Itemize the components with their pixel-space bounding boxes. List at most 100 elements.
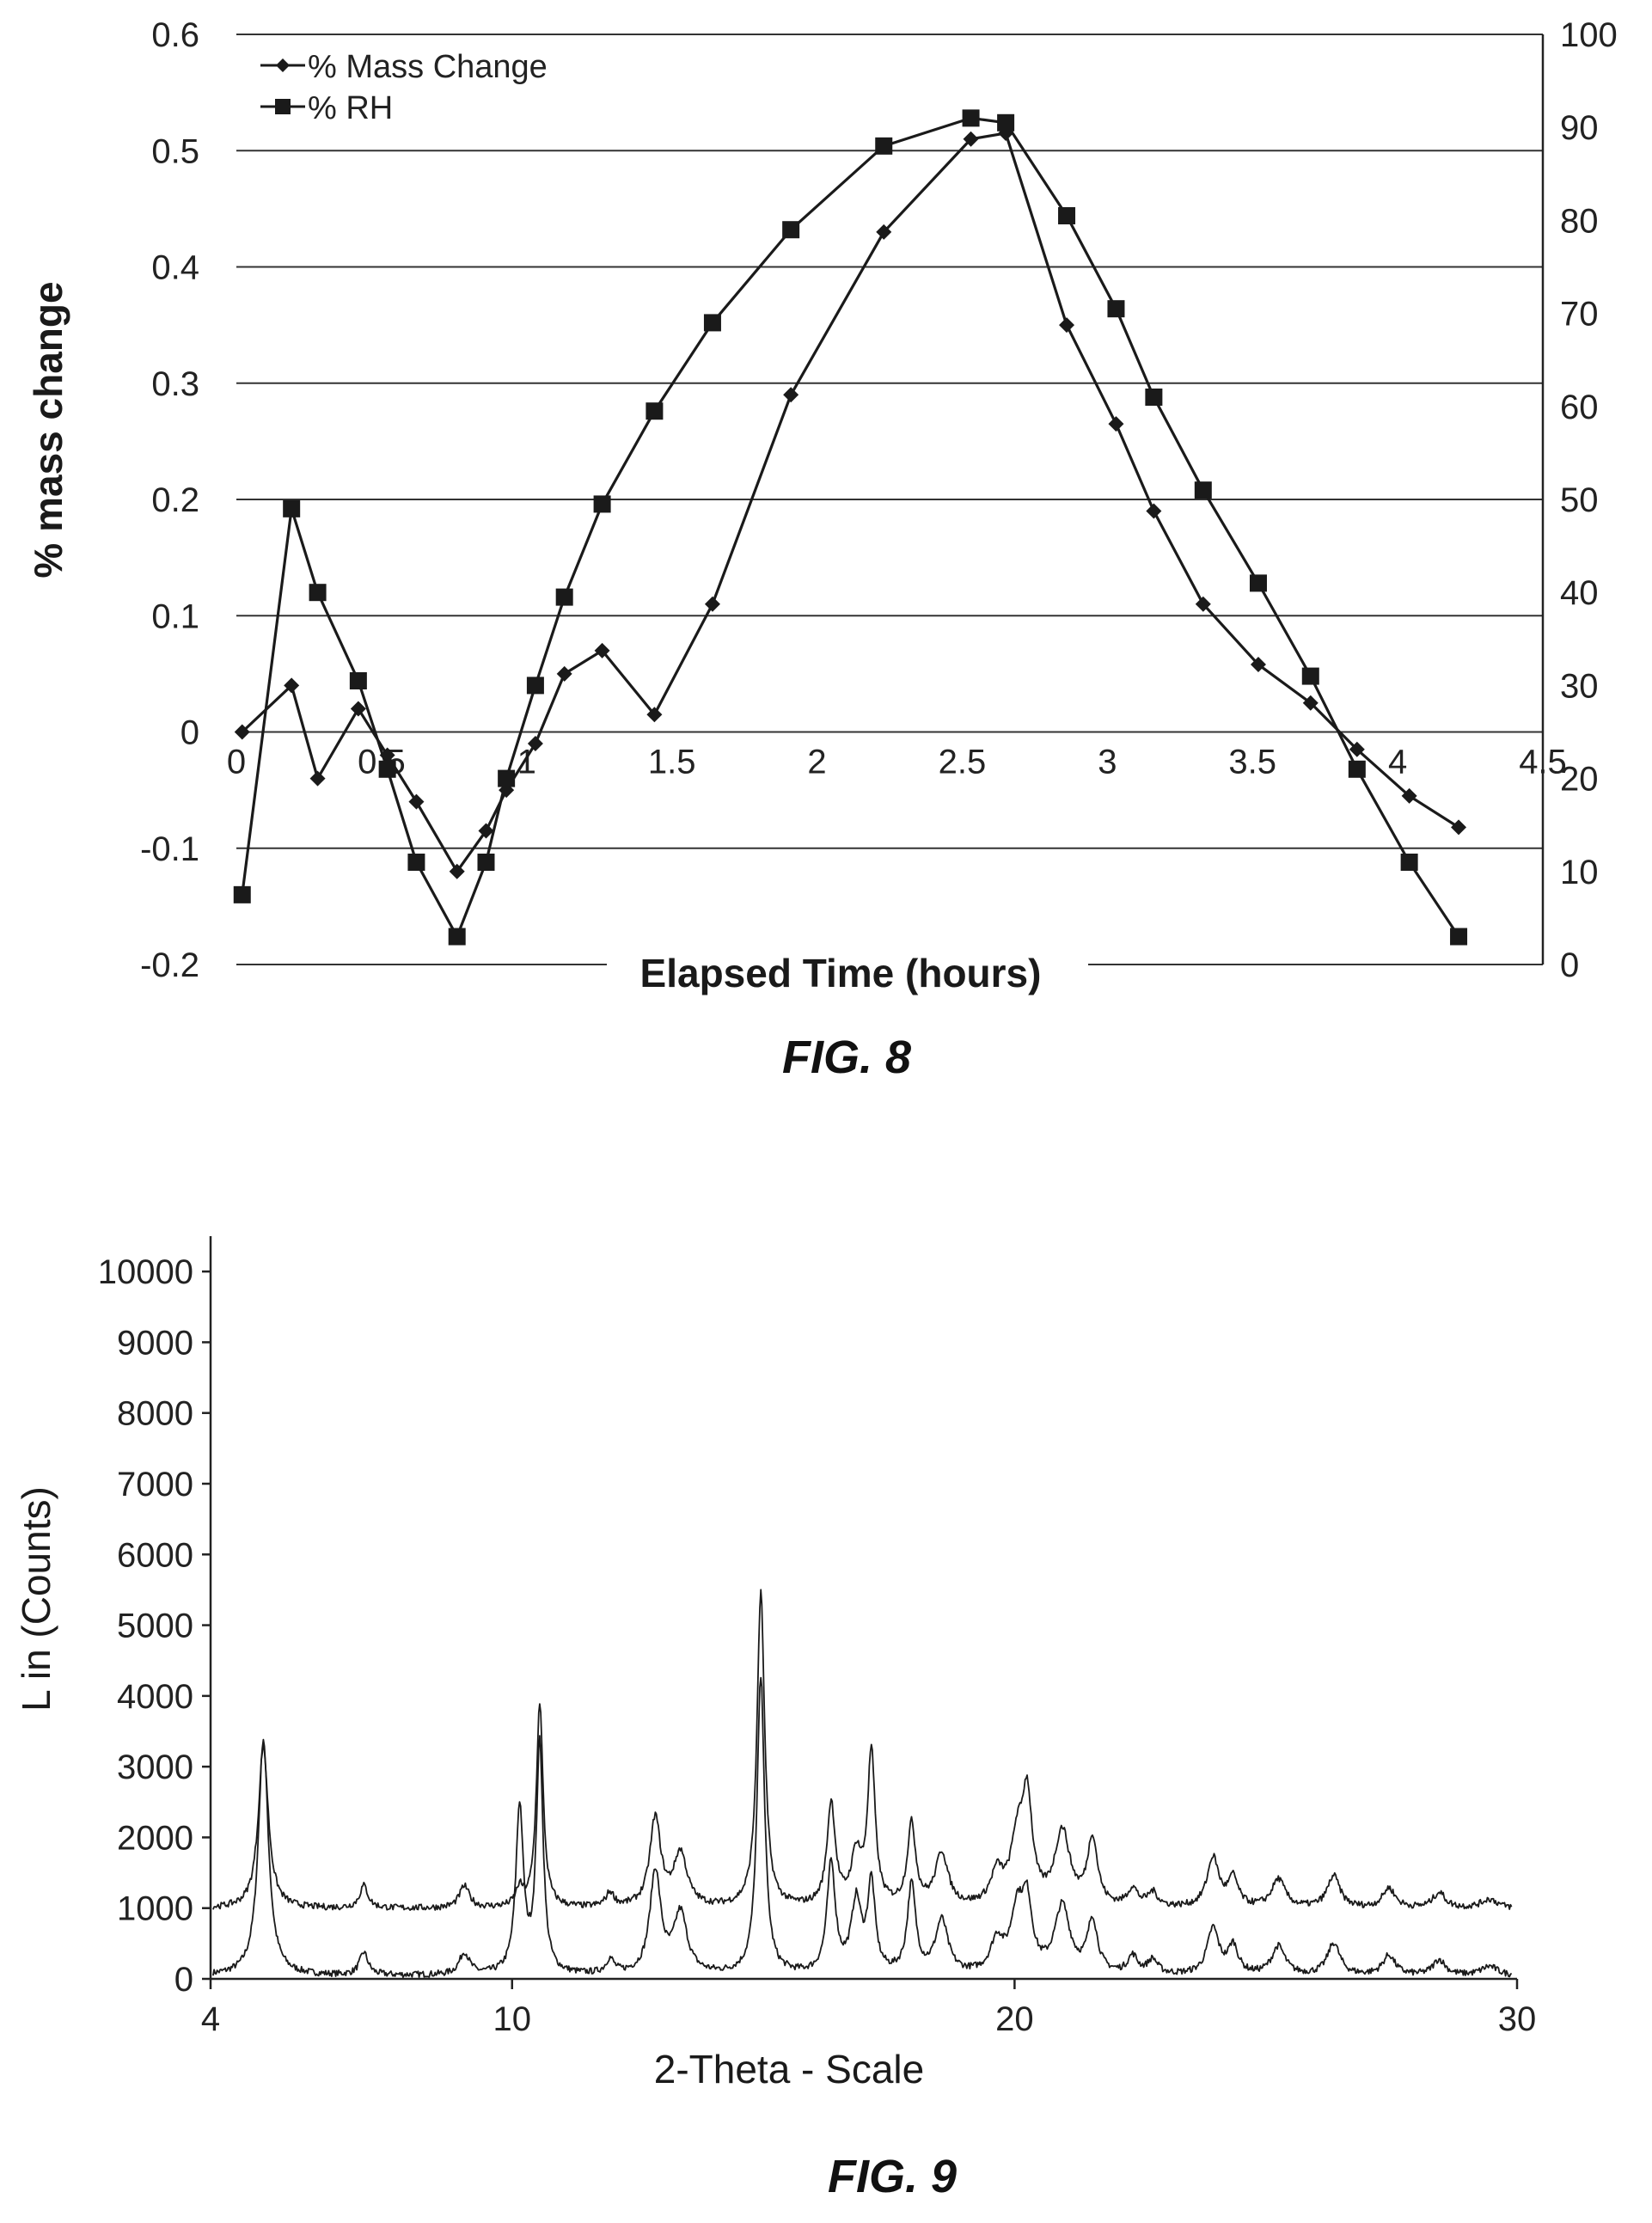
fig8-mass-change-point [408,793,425,810]
fig9-x-tick-label: 10 [493,2000,532,2038]
fig8-mass-change-point [350,701,366,717]
fig9-y-tick-label: 6000 [117,1536,193,1574]
fig8-rh-point [378,760,396,778]
fig8-rh-point [593,495,611,513]
fig8-mass-change-point [704,596,720,612]
legend-marker-diamond [276,58,290,72]
fig9-y-tick-label: 2000 [117,1819,193,1857]
fig8-rh-point [555,588,573,606]
fig8-y2-tick-label: 80 [1560,202,1599,240]
fig8-x-label-backdrop [607,950,1088,993]
fig8-rh-point [1301,667,1319,685]
fig8-x-tick-label: 2 [807,744,826,781]
fig8-y2-tick-label: 30 [1560,667,1599,705]
fig8-rh-point [1450,928,1468,946]
fig9-y-tick-label: 9000 [117,1324,193,1362]
fig8-mass-change-point [646,707,663,723]
fig8-rh-point [1145,388,1163,406]
fig8-mass-change-point [234,724,250,740]
fig8-rh-point [646,402,664,420]
fig8-rh-point [526,677,544,695]
fig8-y-axis-label: % mass change [26,281,70,578]
fig8-rh-point [448,928,466,946]
fig9-traces [212,1589,1513,1979]
fig8-rh-point [407,853,425,871]
fig8-rh-point [1107,300,1125,318]
fig8-rh-point [782,221,800,239]
fig8-y-tick-label: 0.2 [151,481,199,519]
fig8-x-tick-label: 1.5 [648,744,696,781]
fig8-rh-point [1348,760,1366,778]
fig8-y2-tick-label: 50 [1560,481,1599,519]
fig9-y-tick-label: 3000 [117,1748,193,1786]
fig8-x-tick-label: 1 [517,744,536,781]
fig9-x-axis-label: 2-Theta - Scale [654,2047,924,2091]
fig8-x-tick-labels: 00.511.522.533.544.5 [227,744,1567,781]
fig8-rh-point [703,314,721,332]
fig9-chart: 1000090008000700060005000400030002000100… [14,1236,1536,2202]
fig8-rh-point [349,671,367,689]
fig8-rh-point [1058,206,1076,224]
fig8-rh-point [1400,853,1418,871]
fig8-rh-point [283,499,301,517]
fig8-left-tick-labels: 0.6 0.5 0.4 0.3 0.2 0.1 0 -0.1 -0.2 [140,16,199,984]
fig8-y2-tick-label: 40 [1560,574,1599,612]
fig8-rh-point [1249,574,1267,592]
fig8-x-tick-label: 2.5 [939,744,987,781]
legend-marker-square [275,99,291,114]
fig8-y2-tick-label: 20 [1560,761,1599,799]
fig8-rh-point [1194,481,1212,499]
fig8-x-axis-label: Elapsed Time (hours) [640,951,1042,995]
fig8-y2-tick-label: 70 [1560,296,1599,334]
fig8-mass-change-point [783,387,799,403]
fig8-mass-change-point [1451,819,1467,836]
fig9-x-tick-labels: 4 10 20 30 [201,1979,1536,2038]
fig8-mass-change-point [449,863,465,879]
fig8-y-tick-label: 0 [180,714,199,752]
fig8-series [233,109,1468,946]
legend-label-mass-change: % Mass Change [308,49,548,85]
fig9-y-tick-label: 4000 [117,1678,193,1716]
fig8-rh-point [962,109,980,127]
fig8-y-tick-label: -0.2 [140,946,199,984]
fig8-figure-label: FIG. 8 [782,1032,911,1083]
fig8-y2-tick-label: 0 [1560,946,1579,984]
fig8-chart: 0.60.50.40.30.20.10-0.1-0.2 100908070605… [26,16,1618,1083]
fig8-y-tick-label: 0.1 [151,597,199,635]
fig8-y-tick-label: 0.4 [151,249,199,287]
fig8-y2-tick-label: 60 [1560,389,1599,426]
fig9-y-tick-label: 1000 [117,1890,193,1928]
fig8-mass-change-point [1349,741,1365,757]
fig9-y-tick-labels: 1000090008000700060005000400030002000100… [98,1253,211,1999]
fig8-mass-change-point [1302,695,1319,711]
fig8-y-tick-label: 0.3 [151,365,199,403]
fig8-mass-change-point [1195,596,1211,612]
fig8-rh-point [309,584,327,602]
fig8-y2-tick-label: 90 [1560,109,1599,147]
fig8-mass-change-point [594,642,610,658]
fig9-y-tick-label: 0 [174,1961,193,1999]
fig8-legend: % Mass Change % RH [260,49,548,126]
fig8-mass-change-point [527,736,543,752]
fig8-x-tick-label: 0 [227,744,246,781]
fig8-y-tick-label: 0.5 [151,132,199,170]
fig8-x-tick-label: 3.5 [1228,744,1276,781]
fig9-y-axis-label: L in (Counts) [14,1486,58,1712]
fig9-x-tick-label: 20 [995,2000,1034,2038]
fig9-figure-label: FIG. 9 [828,2151,957,2202]
fig8-mass-change-point [309,770,326,787]
fig8-rh-point [477,853,495,871]
fig8-y-tick-label: -0.1 [140,830,199,868]
fig8-rh-point [875,137,893,155]
fig8-mass-change-point [1146,503,1162,519]
legend-label-rh: % RH [308,90,393,126]
fig8-y-tick-label: 0.6 [151,16,199,54]
fig8-x-tick-label: 4.5 [1519,744,1567,781]
fig8-mass-change-point [556,665,572,682]
fig8-mass-change-point [1250,657,1266,673]
fig8-y2-tick-label: 10 [1560,854,1599,891]
fig8-y2-tick-label: 100 [1560,16,1618,54]
fig8-rh-point [997,113,1015,132]
